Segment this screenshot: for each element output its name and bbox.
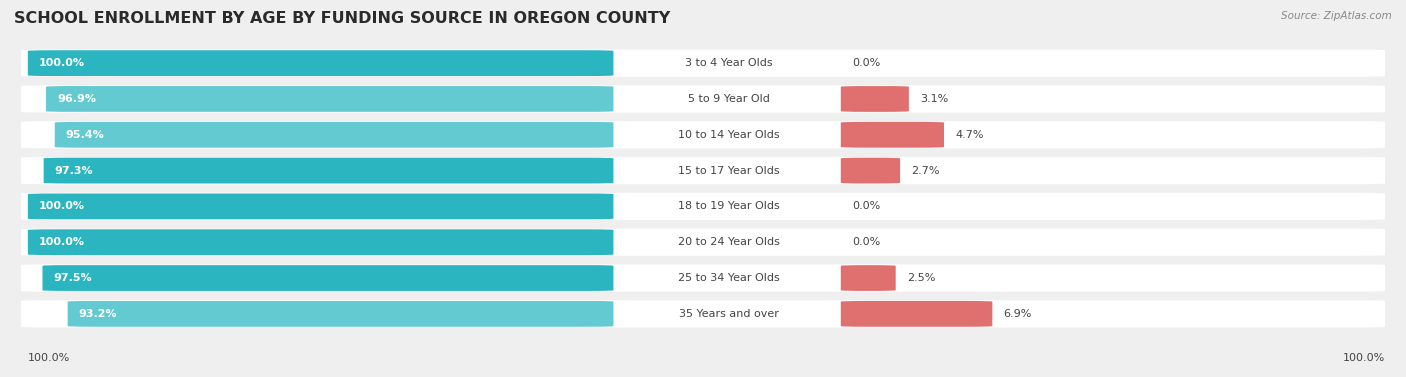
Text: 3.1%: 3.1%	[920, 94, 948, 104]
FancyBboxPatch shape	[841, 265, 896, 291]
FancyBboxPatch shape	[21, 264, 1385, 292]
FancyBboxPatch shape	[841, 122, 943, 148]
FancyBboxPatch shape	[21, 300, 1385, 328]
FancyBboxPatch shape	[28, 229, 613, 255]
FancyBboxPatch shape	[55, 122, 613, 148]
Text: 0.0%: 0.0%	[852, 237, 880, 247]
FancyBboxPatch shape	[28, 193, 613, 219]
Text: 3 to 4 Year Olds: 3 to 4 Year Olds	[685, 58, 773, 68]
Text: 2.7%: 2.7%	[911, 166, 939, 176]
FancyBboxPatch shape	[21, 121, 1385, 149]
FancyBboxPatch shape	[21, 228, 1385, 256]
FancyBboxPatch shape	[841, 301, 993, 327]
Text: 10 to 14 Year Olds: 10 to 14 Year Olds	[678, 130, 780, 140]
Text: 100.0%: 100.0%	[39, 58, 84, 68]
FancyBboxPatch shape	[841, 158, 900, 184]
Text: 15 to 17 Year Olds: 15 to 17 Year Olds	[678, 166, 780, 176]
Text: 100.0%: 100.0%	[39, 237, 84, 247]
Text: 25 to 34 Year Olds: 25 to 34 Year Olds	[678, 273, 780, 283]
Text: 18 to 19 Year Olds: 18 to 19 Year Olds	[678, 201, 780, 211]
Text: 97.3%: 97.3%	[55, 166, 93, 176]
Text: 97.5%: 97.5%	[53, 273, 93, 283]
Text: 100.0%: 100.0%	[28, 353, 70, 363]
Text: SCHOOL ENROLLMENT BY AGE BY FUNDING SOURCE IN OREGON COUNTY: SCHOOL ENROLLMENT BY AGE BY FUNDING SOUR…	[14, 11, 671, 26]
Text: 100.0%: 100.0%	[1343, 353, 1385, 363]
Text: 0.0%: 0.0%	[852, 58, 880, 68]
Text: 35 Years and over: 35 Years and over	[679, 309, 779, 319]
Text: 0.0%: 0.0%	[852, 201, 880, 211]
FancyBboxPatch shape	[67, 301, 613, 327]
Text: 6.9%: 6.9%	[1004, 309, 1032, 319]
FancyBboxPatch shape	[21, 85, 1385, 113]
FancyBboxPatch shape	[841, 86, 908, 112]
Text: 96.9%: 96.9%	[58, 94, 96, 104]
FancyBboxPatch shape	[46, 86, 613, 112]
Text: 95.4%: 95.4%	[66, 130, 104, 140]
FancyBboxPatch shape	[21, 193, 1385, 220]
Text: 4.7%: 4.7%	[955, 130, 984, 140]
Text: 2.5%: 2.5%	[907, 273, 935, 283]
FancyBboxPatch shape	[28, 50, 613, 76]
FancyBboxPatch shape	[42, 265, 613, 291]
FancyBboxPatch shape	[21, 157, 1385, 184]
Text: 93.2%: 93.2%	[79, 309, 117, 319]
FancyBboxPatch shape	[44, 158, 613, 184]
Text: 20 to 24 Year Olds: 20 to 24 Year Olds	[678, 237, 780, 247]
FancyBboxPatch shape	[21, 49, 1385, 77]
Text: Source: ZipAtlas.com: Source: ZipAtlas.com	[1281, 11, 1392, 21]
Text: 100.0%: 100.0%	[39, 201, 84, 211]
Text: 5 to 9 Year Old: 5 to 9 Year Old	[689, 94, 770, 104]
